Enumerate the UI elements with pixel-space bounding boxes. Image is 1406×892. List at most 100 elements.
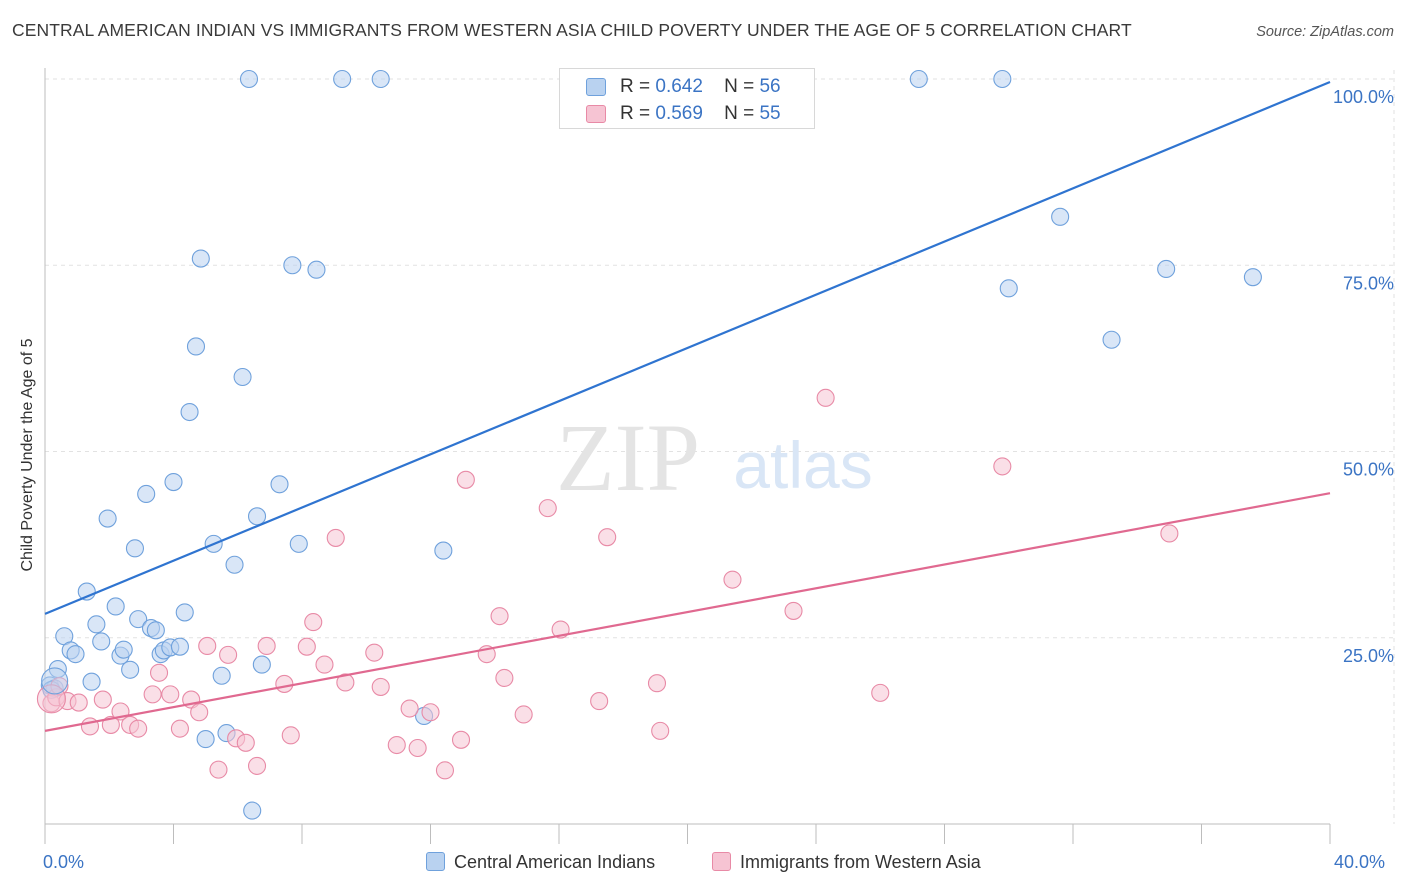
y-tick-label: 100.0% [1333,87,1394,107]
point-western-asia [219,645,238,664]
point-central-american-indians [283,256,302,275]
trend-line-central-american-indians [44,80,1331,615]
point-central-american-indians [125,539,144,558]
point-western-asia [871,683,890,702]
point-central-american-indians [129,610,148,629]
stats-legend: R = 0.642 N = 56 R = 0.569 N = 55 [559,68,815,129]
legend-r-label: R = [620,103,651,124]
point-western-asia [590,692,609,711]
point-western-asia [371,677,390,696]
legend-n-value: 56 [759,76,781,97]
point-western-asia [304,613,323,632]
point-western-asia [408,738,427,758]
gridlines [45,70,1395,824]
point-central-american-indians [289,534,308,553]
point-western-asia [514,705,533,724]
point-western-asia [495,668,514,688]
point-central-american-indians [212,666,231,685]
point-western-asia [143,685,162,704]
point-central-american-indians [164,472,183,492]
point-central-american-indians [307,260,326,279]
y-tick-labels: 25.0% 50.0% 75.0% 100.0% [1333,87,1394,666]
point-central-american-indians [146,621,165,640]
point-central-american-indians [1243,268,1262,287]
point-central-american-indians [92,632,111,651]
point-central-american-indians [87,615,106,634]
point-western-asia [315,655,334,674]
point-western-asia [281,726,300,745]
point-central-american-indians [66,645,85,664]
point-western-asia [490,607,509,626]
legend-r-label: R = [620,76,651,97]
y-tick-label: 25.0% [1343,646,1394,666]
point-western-asia [247,756,267,775]
point-central-american-indians [333,69,352,89]
point-western-asia [198,636,217,655]
point-central-american-indians [98,509,117,528]
point-western-asia [456,470,475,489]
data-points [36,69,1262,820]
point-western-asia [400,699,419,718]
point-western-asia [421,703,440,722]
series-legend-central-american-indians: Central American Indians [426,852,655,873]
point-western-asia [326,528,345,547]
point-western-asia [129,719,148,738]
series-legend-label: Central American Indians [454,852,656,872]
point-central-american-indians [175,603,194,622]
point-western-asia [236,733,255,752]
point-western-asia [651,721,670,740]
point-western-asia [336,673,355,692]
watermark-atlas: atlas [733,428,872,502]
point-western-asia [93,690,112,709]
legend-text: R = 0.569 N = 55 [620,103,781,125]
legend-swatch-pink [586,105,606,123]
point-central-american-indians [82,672,101,691]
point-central-american-indians [191,249,210,268]
point-western-asia [816,388,835,407]
legend-n-label: N = [724,76,755,97]
legend-swatch-pink [712,852,731,871]
legend-r-value: 0.642 [655,76,703,97]
point-central-american-indians [270,475,289,494]
point-central-american-indians [252,655,271,674]
point-western-asia [275,674,294,693]
series-legend-western-asia: Immigrants from Western Asia [712,852,981,873]
point-western-asia [598,528,617,547]
point-central-american-indians [371,69,390,89]
point-central-american-indians [434,541,453,560]
point-central-american-indians [233,367,252,387]
point-central-american-indians [1051,207,1070,226]
point-western-asia [784,601,803,620]
point-central-american-indians [225,555,244,574]
point-central-american-indians [137,484,156,504]
legend-text: R = 0.642 N = 56 [620,76,781,98]
point-western-asia [190,703,209,722]
legend-swatch-blue [426,852,445,871]
point-western-asia [365,643,384,662]
point-western-asia [101,715,120,734]
point-western-asia [149,663,169,682]
series-legend-label: Immigrants from Western Asia [740,852,981,872]
point-western-asia [451,730,471,749]
point-central-american-indians [239,69,259,89]
point-western-asia [257,636,276,655]
point-western-asia [647,674,667,693]
point-western-asia [993,457,1012,476]
point-western-asia [161,685,180,704]
watermark-zip: ZIP [556,404,700,511]
legend-swatch-blue [586,78,606,96]
point-central-american-indians [909,69,928,89]
x-tick-label-max: 40.0% [1334,852,1386,872]
point-western-asia [435,761,455,780]
trend-line-western-asia [44,492,1331,732]
point-central-american-indians [121,660,140,679]
y-tick-label: 50.0% [1343,460,1394,480]
point-western-asia [387,735,406,755]
point-central-american-indians-large [41,667,69,695]
legend-n-label: N = [724,103,755,124]
point-central-american-indians [106,597,125,616]
point-western-asia [170,719,189,738]
point-central-american-indians [1157,259,1176,279]
point-central-american-indians [180,402,199,422]
